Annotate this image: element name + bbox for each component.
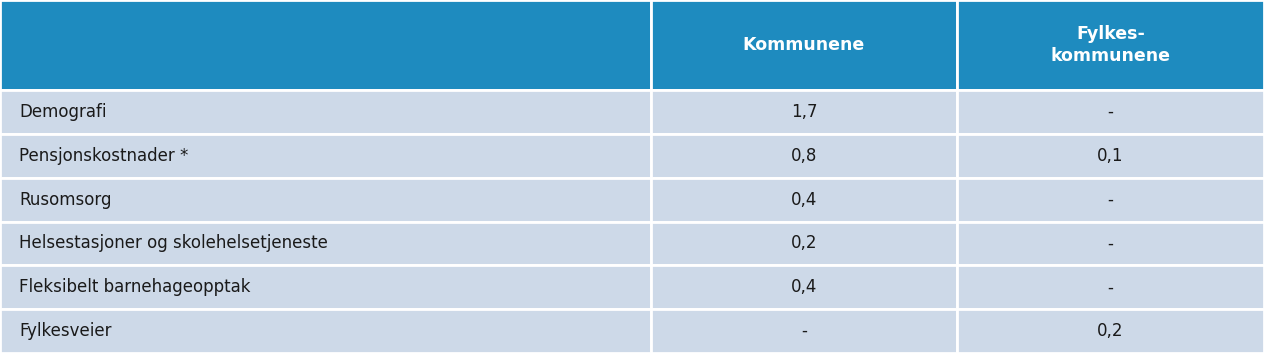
Bar bbox=[651, 309, 957, 353]
Bar bbox=[651, 134, 957, 178]
Text: -: - bbox=[1107, 278, 1114, 296]
Text: Fylkes-
kommunene: Fylkes- kommunene bbox=[1050, 25, 1170, 65]
Bar bbox=[957, 222, 1264, 265]
Bar bbox=[957, 134, 1264, 178]
Bar bbox=[0, 178, 651, 222]
Bar bbox=[0, 309, 651, 353]
Text: 0,8: 0,8 bbox=[791, 147, 817, 165]
Text: 0,2: 0,2 bbox=[791, 234, 817, 252]
Bar bbox=[957, 0, 1264, 90]
Text: -: - bbox=[801, 322, 806, 340]
Bar bbox=[0, 222, 651, 265]
Text: Fleksibelt barnehageopptak: Fleksibelt barnehageopptak bbox=[19, 278, 250, 296]
Bar bbox=[0, 90, 651, 134]
Bar bbox=[651, 265, 957, 309]
Bar bbox=[957, 309, 1264, 353]
Text: Kommunene: Kommunene bbox=[743, 36, 865, 54]
Bar bbox=[0, 134, 651, 178]
Text: Fylkesveier: Fylkesveier bbox=[19, 322, 111, 340]
Text: 0,4: 0,4 bbox=[791, 278, 817, 296]
Text: -: - bbox=[1107, 234, 1114, 252]
Text: Demografi: Demografi bbox=[19, 103, 106, 121]
Text: -: - bbox=[1107, 191, 1114, 209]
Text: Rusomsorg: Rusomsorg bbox=[19, 191, 111, 209]
Text: 0,4: 0,4 bbox=[791, 191, 817, 209]
Bar bbox=[651, 178, 957, 222]
Bar bbox=[957, 90, 1264, 134]
Bar bbox=[957, 265, 1264, 309]
Text: 0,2: 0,2 bbox=[1097, 322, 1124, 340]
Bar bbox=[0, 0, 651, 90]
Bar bbox=[957, 178, 1264, 222]
Text: -: - bbox=[1107, 103, 1114, 121]
Bar bbox=[651, 0, 957, 90]
Text: 0,1: 0,1 bbox=[1097, 147, 1124, 165]
Text: 1,7: 1,7 bbox=[791, 103, 817, 121]
Text: Helsestasjoner og skolehelsetjeneste: Helsestasjoner og skolehelsetjeneste bbox=[19, 234, 327, 252]
Bar bbox=[0, 265, 651, 309]
Bar bbox=[651, 90, 957, 134]
Bar bbox=[651, 222, 957, 265]
Text: Pensjonskostnader *: Pensjonskostnader * bbox=[19, 147, 188, 165]
